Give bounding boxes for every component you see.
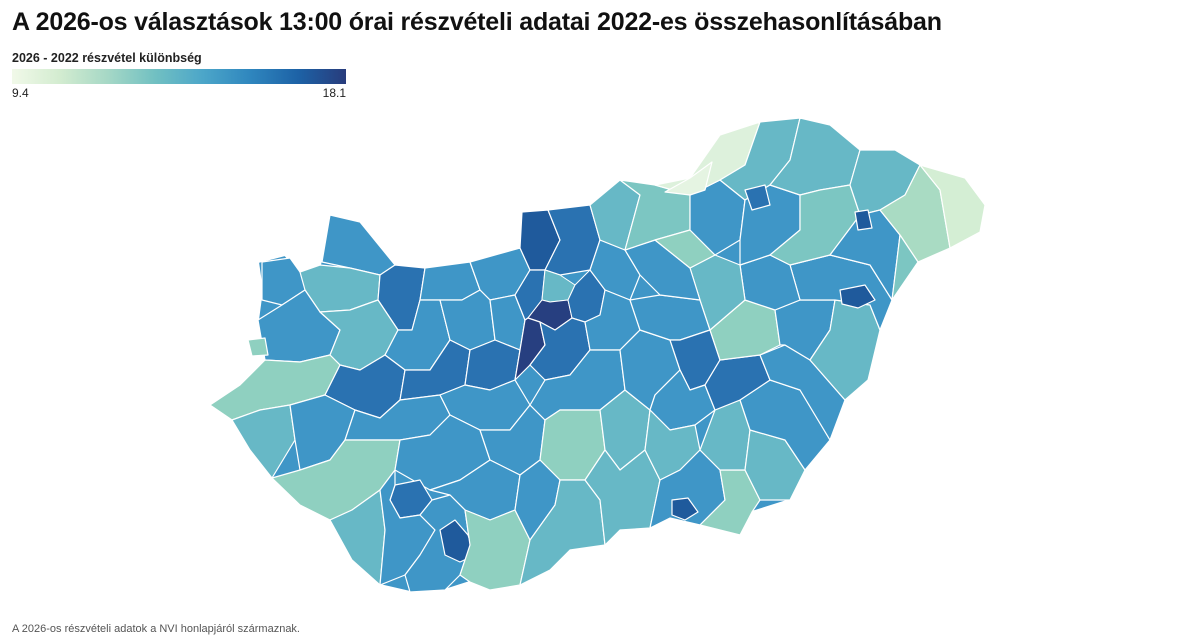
district-vasarosnameny[interactable]	[891, 234, 919, 301]
color-legend: 2026 - 2022 részvétel különbség 9.4 18.1	[12, 51, 346, 102]
page-title: A 2026-os választások 13:00 órai részvét…	[12, 8, 942, 36]
district-mateszalka[interactable]	[919, 164, 986, 249]
district-vas-south[interactable]	[247, 337, 269, 357]
footnote: A 2026-os részvételi adatok a NVI honlap…	[12, 623, 300, 635]
legend-ticks: 9.4 18.1	[12, 86, 346, 102]
district-mohacs[interactable]	[459, 509, 531, 591]
legend-gradient-bar	[12, 69, 346, 84]
legend-min-value: 9.4	[12, 86, 29, 100]
district-nyiregyhaza-city[interactable]	[854, 209, 873, 231]
district-szeged-city[interactable]	[671, 497, 699, 521]
district-baja[interactable]	[519, 479, 606, 586]
legend-max-value: 18.1	[322, 86, 346, 100]
district-north-tip[interactable]	[664, 161, 713, 196]
district-tata[interactable]	[419, 261, 481, 301]
district-miskolc-city[interactable]	[744, 184, 771, 211]
legend-label: 2026 - 2022 részvétel különbség	[12, 51, 202, 65]
district-debrecen-city[interactable]	[839, 284, 876, 309]
